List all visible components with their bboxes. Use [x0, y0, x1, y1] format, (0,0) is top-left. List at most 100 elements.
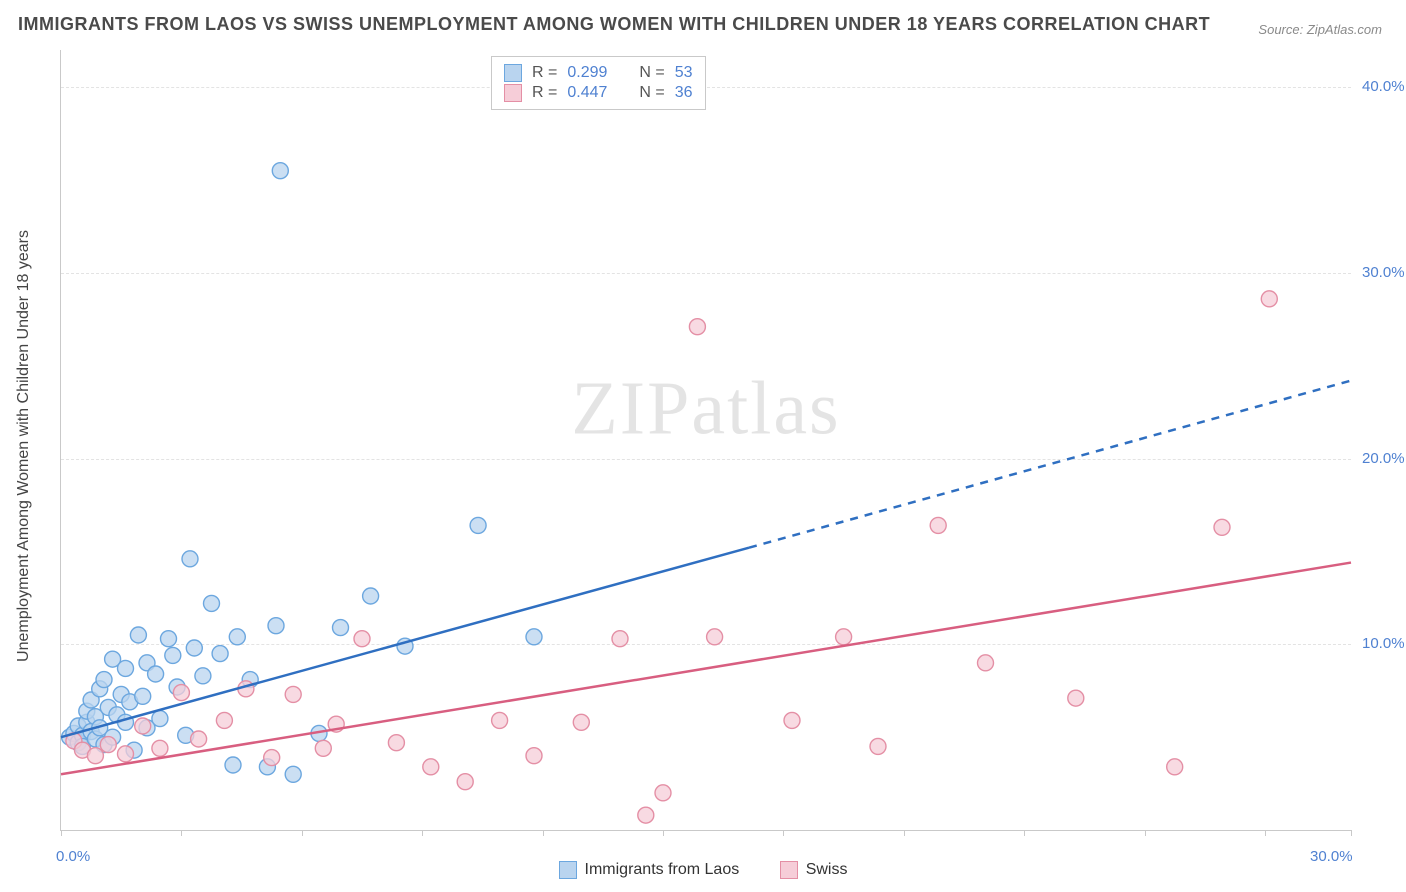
x-tick [783, 830, 784, 836]
data-point [930, 517, 946, 533]
source-label: Source: [1258, 22, 1303, 37]
data-point [182, 551, 198, 567]
y-tick-label: 40.0% [1362, 78, 1405, 95]
data-point [100, 737, 116, 753]
data-point [161, 631, 177, 647]
data-point [229, 629, 245, 645]
data-point [152, 740, 168, 756]
data-point [870, 738, 886, 754]
x-tick [1351, 830, 1352, 836]
data-point [173, 685, 189, 701]
data-point [148, 666, 164, 682]
correlation-legend: R = 0.299 N = 53 R = 0.447 N = 36 [491, 56, 706, 110]
legend-item-laos: Immigrants from Laos [559, 861, 740, 879]
y-tick-label: 30.0% [1362, 264, 1405, 281]
legend-item-swiss: Swiss [780, 861, 848, 879]
data-point [315, 740, 331, 756]
data-point [130, 627, 146, 643]
r-value: 0.299 [567, 64, 607, 82]
data-point [118, 660, 134, 676]
data-point [268, 618, 284, 634]
x-tick [1145, 830, 1146, 836]
data-point [135, 718, 151, 734]
data-point [1261, 291, 1277, 307]
n-label: N = [639, 64, 664, 82]
data-point [204, 595, 220, 611]
data-point [165, 647, 181, 663]
correlation-swatch [504, 64, 522, 82]
data-point [264, 750, 280, 766]
data-point [1167, 759, 1183, 775]
x-tick [61, 830, 62, 836]
data-point [354, 631, 370, 647]
n-value: 53 [675, 64, 693, 82]
data-point [612, 631, 628, 647]
data-point [655, 785, 671, 801]
data-point [285, 686, 301, 702]
data-point [195, 668, 211, 684]
source-value: ZipAtlas.com [1307, 22, 1382, 37]
legend-label-laos: Immigrants from Laos [585, 861, 740, 879]
legend-label-swiss: Swiss [806, 861, 848, 879]
x-tick [1265, 830, 1266, 836]
r-label: R = [532, 84, 557, 102]
data-point [212, 646, 228, 662]
x-tick [181, 830, 182, 836]
data-point [1068, 690, 1084, 706]
plot-area: ZIPatlas R =0.299N =53R =0.447N =36 [60, 50, 1351, 831]
chart-svg [61, 50, 1351, 830]
source-attribution: Source: ZipAtlas.com [1258, 22, 1382, 37]
r-value: 0.447 [567, 84, 607, 102]
n-label: N = [639, 84, 664, 102]
correlation-swatch [504, 84, 522, 102]
data-point [1214, 519, 1230, 535]
series-legend: Immigrants from Laos Swiss [0, 861, 1406, 884]
data-point [87, 748, 103, 764]
data-point [135, 688, 151, 704]
data-point [285, 766, 301, 782]
y-tick-label: 20.0% [1362, 450, 1405, 467]
data-point [836, 629, 852, 645]
data-point [492, 712, 508, 728]
x-tick [422, 830, 423, 836]
data-point [152, 711, 168, 727]
data-point [573, 714, 589, 730]
data-point [186, 640, 202, 656]
data-point [638, 807, 654, 823]
data-point [457, 774, 473, 790]
data-point [333, 620, 349, 636]
data-point [689, 319, 705, 335]
r-label: R = [532, 64, 557, 82]
x-tick [1024, 830, 1025, 836]
data-point [526, 629, 542, 645]
y-axis-label: Unemployment Among Women with Children U… [15, 230, 33, 662]
trendline-extrapolated [749, 381, 1351, 548]
x-tick [543, 830, 544, 836]
legend-swatch-laos [559, 861, 577, 879]
chart-title: IMMIGRANTS FROM LAOS VS SWISS UNEMPLOYME… [18, 14, 1210, 35]
data-point [363, 588, 379, 604]
data-point [191, 731, 207, 747]
data-point [707, 629, 723, 645]
data-point [388, 735, 404, 751]
data-point [470, 517, 486, 533]
data-point [272, 163, 288, 179]
data-point [784, 712, 800, 728]
legend-swatch-swiss [780, 861, 798, 879]
data-point [978, 655, 994, 671]
correlation-row: R = 0.447 N = 36 [504, 83, 693, 103]
x-tick [663, 830, 664, 836]
data-point [225, 757, 241, 773]
data-point [216, 712, 232, 728]
correlation-row: R = 0.299 N = 53 [504, 63, 693, 83]
data-point [423, 759, 439, 775]
trendline [61, 563, 1351, 775]
n-value: 36 [675, 84, 693, 102]
data-point [118, 746, 134, 762]
data-point [526, 748, 542, 764]
x-tick [302, 830, 303, 836]
chart-container: IMMIGRANTS FROM LAOS VS SWISS UNEMPLOYME… [0, 0, 1406, 892]
x-tick [904, 830, 905, 836]
y-tick-label: 10.0% [1362, 635, 1405, 652]
data-point [96, 672, 112, 688]
